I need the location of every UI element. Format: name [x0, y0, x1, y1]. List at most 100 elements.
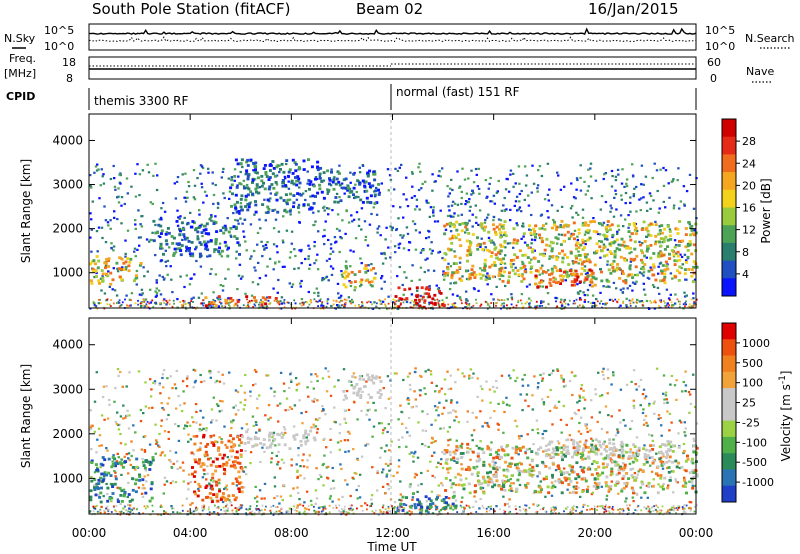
- data-cell: [166, 227, 170, 230]
- data-cell: [367, 300, 370, 303]
- data-cell: [360, 262, 363, 265]
- data-cell: [611, 266, 615, 269]
- data-cell: [666, 410, 669, 413]
- data-cell: [332, 507, 335, 509]
- data-cell: [488, 265, 492, 269]
- data-cell: [122, 268, 126, 271]
- y-tick-label: 2000: [52, 222, 83, 236]
- data-cell: [118, 510, 121, 513]
- data-cell: [430, 441, 433, 444]
- data-cell: [407, 398, 411, 402]
- data-cell: [244, 373, 247, 377]
- data-cell: [235, 506, 238, 509]
- data-cell: [598, 240, 601, 243]
- data-cell: [264, 219, 267, 222]
- data-cell: [208, 218, 211, 221]
- noise-traces: [88, 27, 697, 43]
- data-cell: [592, 301, 595, 304]
- data-cell: [124, 443, 127, 446]
- data-cell: [209, 457, 212, 460]
- data-cell: [596, 300, 599, 303]
- data-cell: [243, 404, 246, 407]
- data-cell: [422, 305, 426, 309]
- data-cell: [600, 223, 604, 227]
- data-cell: [321, 279, 324, 282]
- data-cell: [339, 463, 342, 466]
- data-cell: [512, 227, 516, 230]
- data-cell: [222, 506, 225, 509]
- data-cell: [600, 300, 603, 303]
- data-cell: [256, 505, 258, 507]
- data-cell: [665, 264, 669, 268]
- data-cell: [323, 205, 326, 208]
- data-cell: [338, 432, 341, 435]
- data-cell: [471, 439, 474, 442]
- data-cell: [514, 266, 517, 269]
- data-cell: [620, 488, 624, 491]
- data-cell: [124, 265, 128, 269]
- data-cell: [632, 195, 635, 198]
- data-cell: [661, 484, 664, 487]
- data-cell: [635, 436, 639, 439]
- data-cell: [487, 425, 491, 428]
- data-cell: [399, 206, 402, 209]
- data-cell: [321, 405, 324, 408]
- data-cell: [408, 510, 411, 512]
- data-cell: [497, 218, 501, 221]
- data-cell: [521, 222, 525, 225]
- data-cell: [557, 174, 560, 177]
- data-cell: [398, 166, 401, 169]
- data-cell: [109, 305, 112, 307]
- data-cell: [451, 305, 454, 308]
- data-cell: [692, 437, 695, 440]
- data-cell: [221, 400, 224, 403]
- data-cell: [622, 287, 625, 290]
- data-cell: [277, 230, 281, 233]
- data-cell: [209, 372, 212, 375]
- data-cell: [547, 269, 550, 272]
- power-colorbar-swatch: [722, 207, 736, 226]
- data-cell: [573, 375, 576, 378]
- data-cell: [455, 306, 458, 308]
- data-cell: [529, 231, 533, 235]
- data-cell: [251, 510, 253, 513]
- data-cell: [279, 371, 283, 374]
- data-cell: [675, 379, 678, 382]
- data-cell: [283, 209, 287, 213]
- mhz-label: [MHz]: [4, 67, 36, 80]
- data-cell: [369, 194, 373, 198]
- data-cell: [255, 431, 258, 434]
- data-cell: [352, 508, 354, 511]
- data-cell: [498, 227, 501, 231]
- data-cell: [113, 470, 116, 473]
- data-cell: [591, 491, 594, 494]
- data-cell: [570, 182, 573, 185]
- data-cell: [585, 423, 588, 426]
- data-cell: [563, 185, 566, 188]
- data-cell: [289, 371, 293, 374]
- data-cell: [321, 506, 324, 508]
- data-cell: [632, 399, 635, 402]
- data-cell: [578, 280, 582, 284]
- data-cell: [449, 453, 452, 457]
- data-cell: [214, 273, 218, 276]
- data-cell: [493, 243, 496, 246]
- data-cell: [232, 419, 235, 422]
- data-cell: [590, 437, 593, 440]
- data-cell: [589, 167, 592, 170]
- data-cell: [424, 429, 428, 432]
- data-cell: [238, 182, 242, 185]
- data-cell: [253, 497, 257, 500]
- data-cell: [263, 512, 265, 515]
- data-cell: [640, 300, 644, 303]
- data-cell: [474, 273, 478, 277]
- data-cell: [314, 177, 317, 181]
- data-cell: [137, 303, 139, 306]
- data-cell: [652, 263, 656, 267]
- data-cell: [161, 407, 164, 410]
- data-cell: [467, 251, 471, 254]
- data-cell: [304, 190, 308, 193]
- data-cell: [430, 301, 433, 305]
- data-cell: [673, 507, 676, 510]
- data-cell: [249, 512, 252, 514]
